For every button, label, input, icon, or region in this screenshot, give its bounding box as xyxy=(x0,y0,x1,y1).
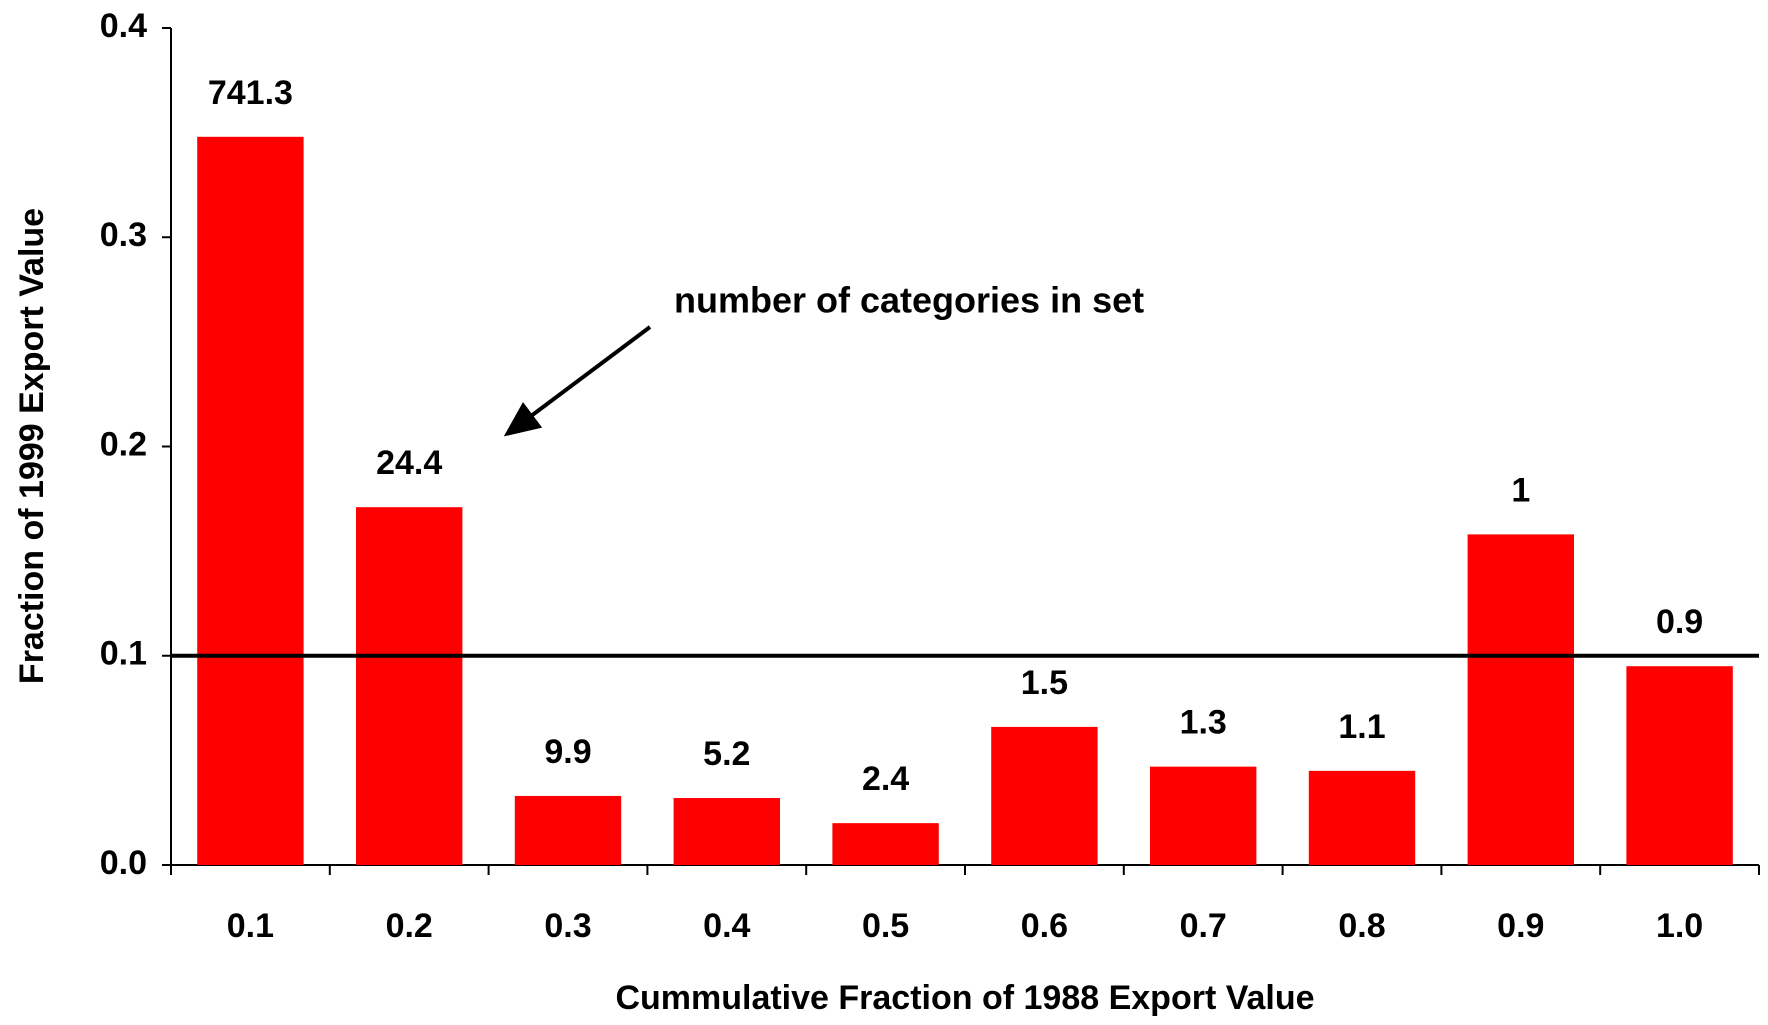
bar xyxy=(356,507,463,865)
bar-label: 5.2 xyxy=(703,735,750,773)
y-tick-label: 0.2 xyxy=(100,425,147,463)
bar xyxy=(1467,534,1574,865)
bar-label: 9.9 xyxy=(544,733,591,771)
y-tick-label: 0.3 xyxy=(100,216,147,254)
bar-label: 2.4 xyxy=(862,760,909,798)
x-tick-label: 0.1 xyxy=(227,907,274,945)
y-axis-title: Fraction of 1999 Export Value xyxy=(13,208,51,684)
bar xyxy=(832,823,939,865)
bar xyxy=(514,795,622,865)
x-axis-title: Cummulative Fraction of 1988 Export Valu… xyxy=(615,979,1314,1017)
bar-label: 0.9 xyxy=(1656,603,1703,641)
y-tick-label: 0.4 xyxy=(100,7,147,45)
annotation: number of categories in set xyxy=(674,280,1144,321)
x-tick-label: 0.8 xyxy=(1338,907,1385,945)
x-tick-label: 0.4 xyxy=(703,907,750,945)
bar-label: 1.5 xyxy=(1021,664,1068,702)
bar-label: 741.3 xyxy=(208,74,293,112)
x-tick-label: 0.5 xyxy=(862,907,909,945)
bar-label: 1 xyxy=(1511,471,1530,509)
bar xyxy=(1308,770,1416,865)
x-tick-label: 0.7 xyxy=(1180,907,1227,945)
x-tick-label: 0.9 xyxy=(1497,907,1544,945)
bar xyxy=(1150,766,1257,865)
bar xyxy=(1626,666,1733,865)
bar-label: 1.1 xyxy=(1338,708,1385,746)
x-tick-label: 0.2 xyxy=(386,907,433,945)
bar xyxy=(673,798,780,865)
y-tick-label: 0.0 xyxy=(100,844,147,882)
x-tick-label: 0.3 xyxy=(544,907,591,945)
bar xyxy=(197,136,304,865)
x-tick-label: 0.6 xyxy=(1021,907,1068,945)
y-tick-label: 0.1 xyxy=(100,635,147,673)
bar-label: 24.4 xyxy=(376,444,442,482)
bar-label: 1.3 xyxy=(1180,704,1227,742)
bar xyxy=(991,726,1098,865)
annotation-arrow xyxy=(503,325,652,437)
x-tick-label: 1.0 xyxy=(1656,907,1703,945)
